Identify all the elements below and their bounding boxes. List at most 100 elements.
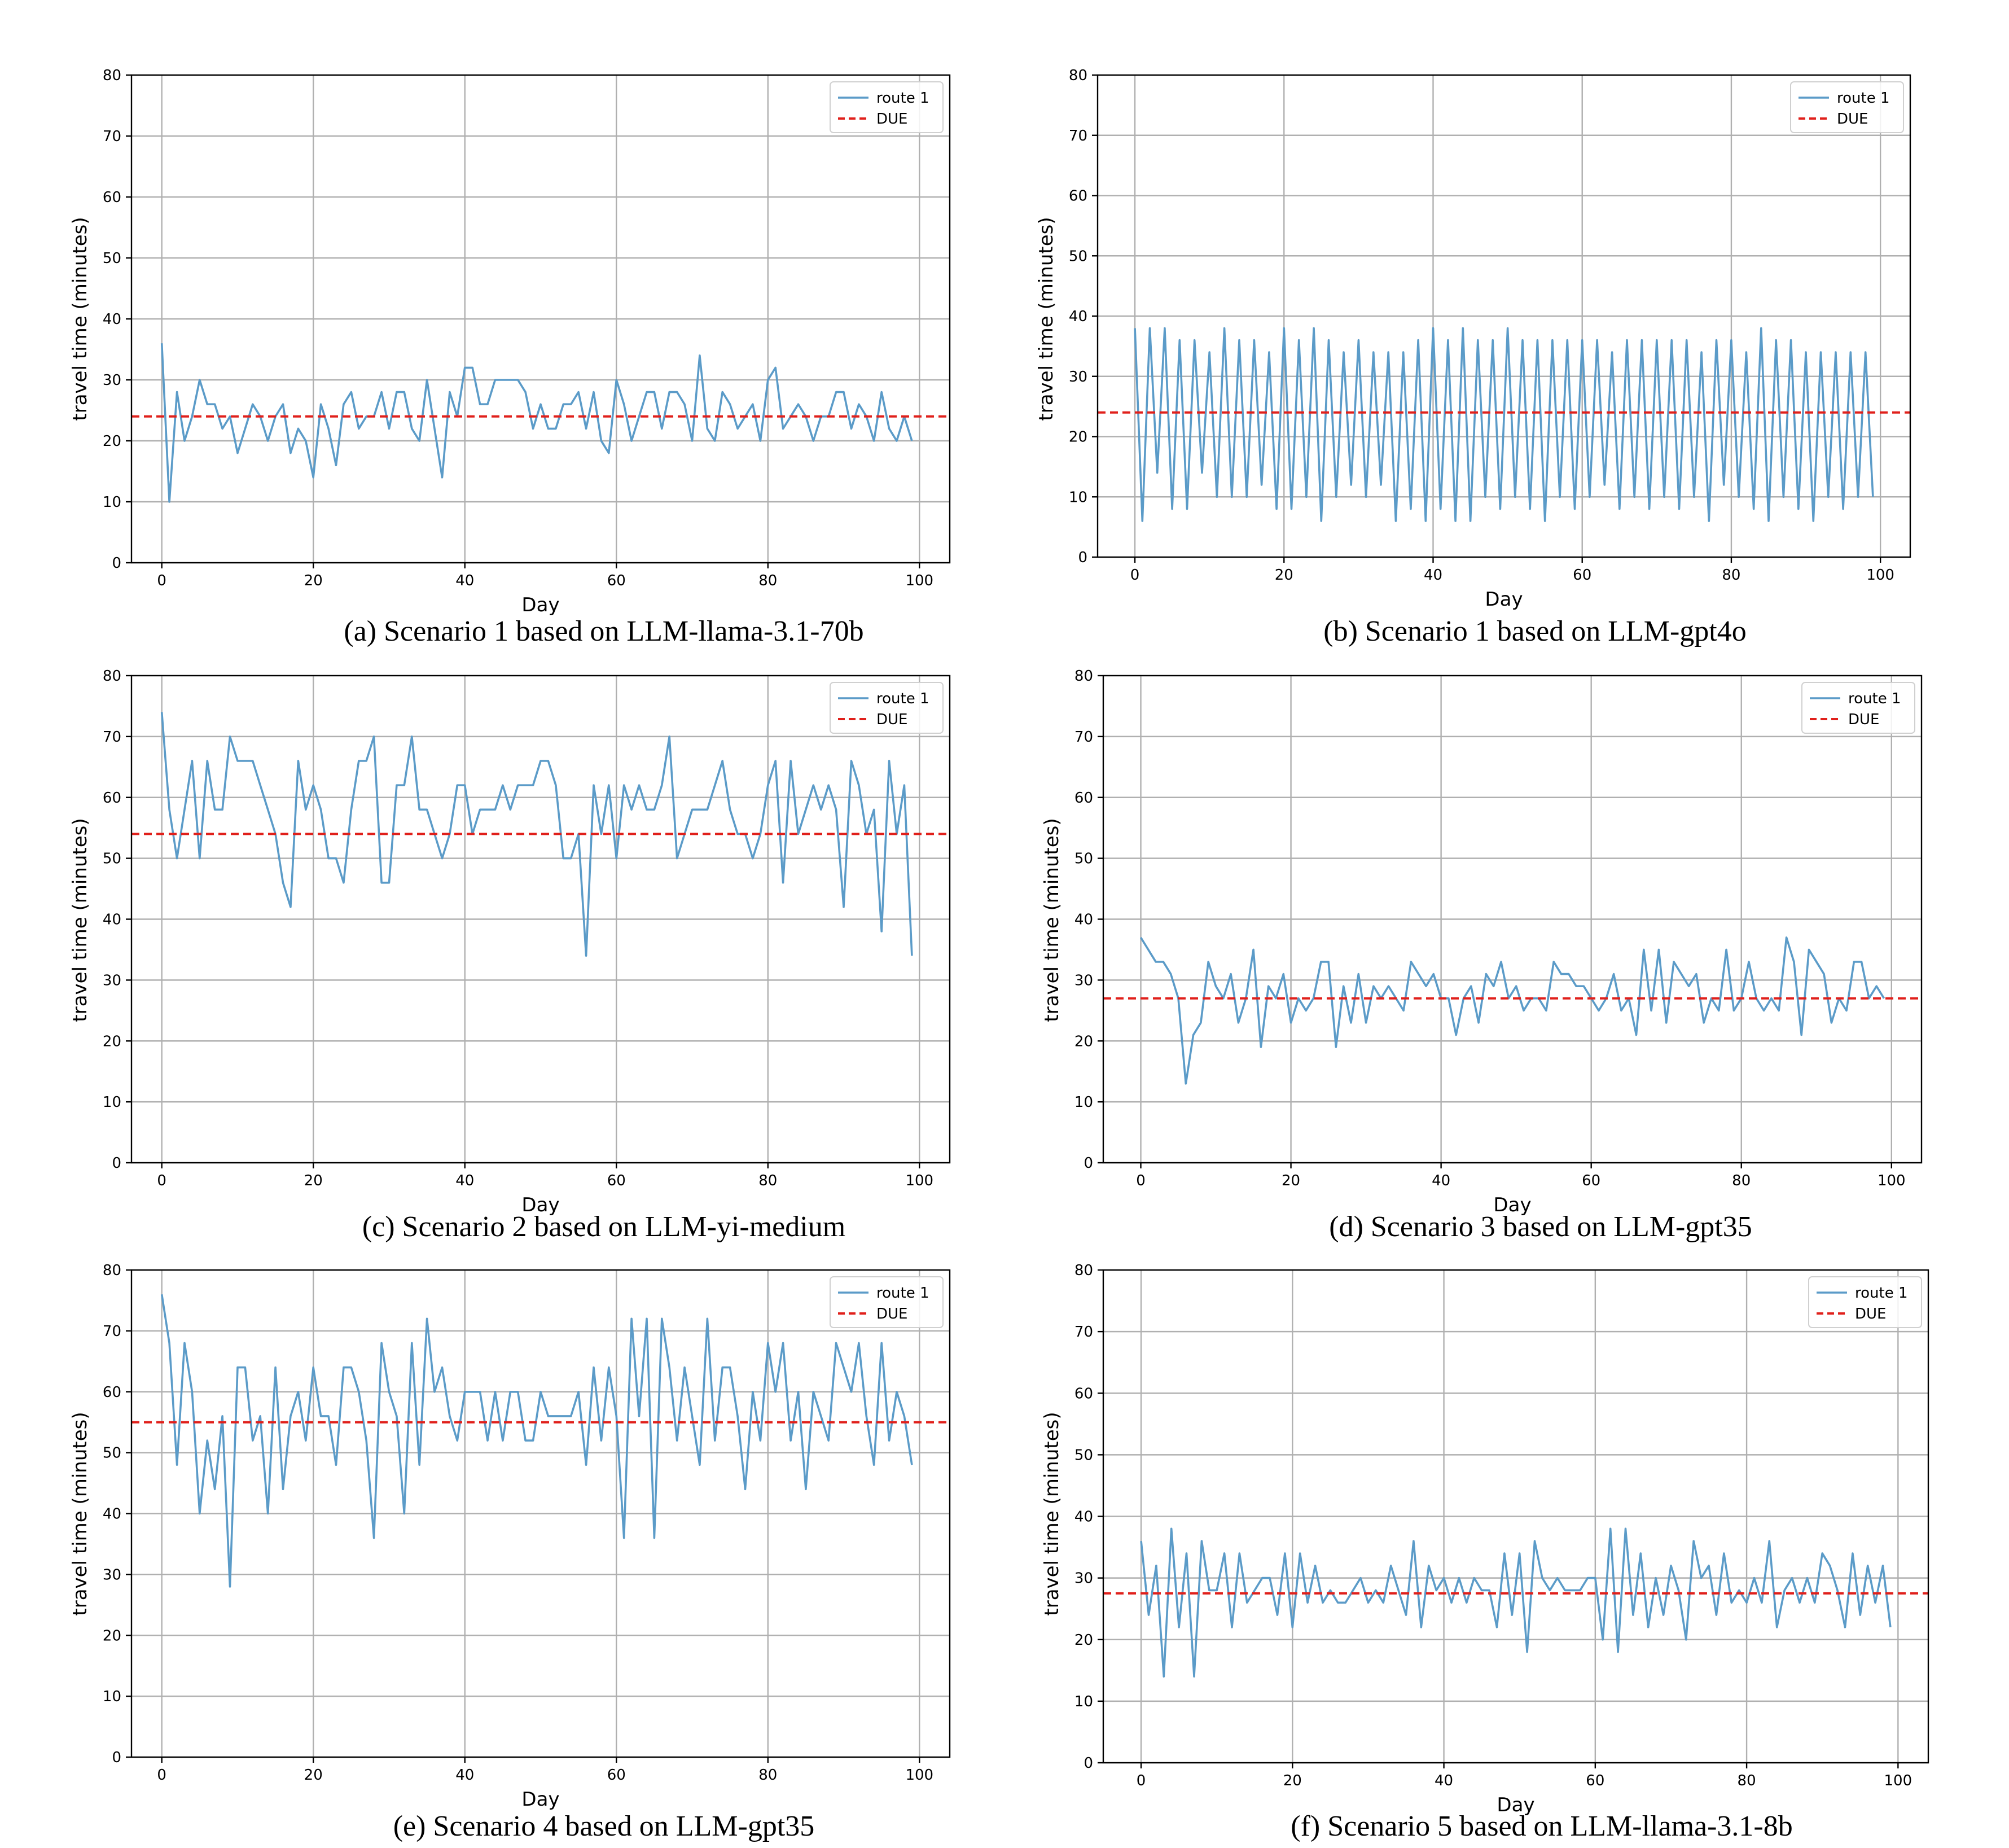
chart-caption: (a) Scenario 1 based on LLM-llama-3.1-70… <box>344 615 863 647</box>
y-tick-label: 40 <box>1074 1509 1093 1526</box>
y-tick-label: 70 <box>1069 128 1087 144</box>
legend-box <box>1801 682 1915 734</box>
y-tick-label: 10 <box>103 1688 121 1705</box>
legend: route 1 DUE <box>830 682 944 734</box>
x-tick-label: 0 <box>157 1172 166 1189</box>
y-tick-label: 60 <box>103 1384 121 1401</box>
legend-label-route-1: route 1 <box>1855 1285 1908 1302</box>
y-tick-label: 30 <box>1074 972 1093 989</box>
x-tick-label: 100 <box>1866 567 1894 584</box>
legend-label-due: DUE <box>876 711 907 728</box>
x-tick-label: 80 <box>758 1172 777 1189</box>
y-axis-label: travel time (minutes) <box>69 217 91 421</box>
y-tick-label: 0 <box>1078 549 1087 566</box>
x-axis-label: Day <box>1497 1794 1534 1816</box>
x-tick-label: 0 <box>1130 567 1140 584</box>
legend-label-route-1: route 1 <box>876 90 929 107</box>
y-tick-label: 0 <box>1084 1755 1093 1772</box>
y-tick-label: 80 <box>1074 1262 1093 1279</box>
y-tick-label: 30 <box>103 372 121 389</box>
legend-box <box>830 81 944 133</box>
legend: route 1 DUE <box>1790 81 1904 133</box>
y-tick-label: 70 <box>103 128 121 145</box>
y-tick-label: 50 <box>103 851 121 868</box>
x-tick-label: 100 <box>905 1172 933 1189</box>
x-tick-label: 80 <box>1732 1172 1751 1189</box>
y-tick-label: 20 <box>103 1627 121 1644</box>
y-tick-label: 30 <box>1069 369 1087 386</box>
y-tick-label: 40 <box>1069 308 1087 325</box>
legend-label-due: DUE <box>1855 1306 1886 1322</box>
x-tick-label: 100 <box>905 572 933 589</box>
y-tick-label: 0 <box>112 1749 121 1766</box>
x-axis-label: Day <box>521 1194 559 1216</box>
y-axis-label: travel time (minutes) <box>69 818 91 1022</box>
series-route-1-line <box>1140 1527 1892 1678</box>
y-axis-label: travel time (minutes) <box>1041 1412 1063 1615</box>
series-route-1-line <box>1134 327 1874 522</box>
y-tick-label: 20 <box>103 1033 121 1050</box>
chart-panel-5: 0 20 40 60 80 100 0 10 20 30 40 50 60 70 80 Day travel t… <box>69 1262 951 1842</box>
y-tick-label: 60 <box>103 790 121 807</box>
legend-label-due: DUE <box>1837 111 1868 128</box>
y-tick-label: 30 <box>1074 1570 1093 1587</box>
x-tick-label: 40 <box>1424 567 1442 584</box>
y-tick-label: 80 <box>1069 67 1087 84</box>
x-tick-label: 0 <box>1137 1772 1146 1789</box>
legend-box <box>1808 1276 1922 1328</box>
legend: route 1 DUE <box>1808 1276 1922 1328</box>
chart-panel-3: 0 20 40 60 80 100 0 10 20 30 40 50 60 70 80 Day travel t… <box>69 668 951 1243</box>
x-tick-label: 20 <box>1275 567 1293 584</box>
y-tick-label: 60 <box>1074 1385 1093 1402</box>
y-tick-label: 70 <box>1074 729 1093 746</box>
x-tick-label: 20 <box>1282 1172 1300 1189</box>
x-tick-label: 100 <box>1878 1172 1906 1189</box>
y-tick-label: 0 <box>112 1155 121 1172</box>
y-tick-label: 30 <box>103 1566 121 1583</box>
legend-box <box>830 1276 944 1328</box>
y-tick-label: 80 <box>1074 668 1093 685</box>
y-tick-label: 60 <box>103 189 121 206</box>
x-tick-label: 80 <box>758 1767 777 1784</box>
y-tick-label: 20 <box>103 433 121 450</box>
y-tick-label: 20 <box>1069 429 1087 446</box>
y-tick-label: 10 <box>1069 489 1087 506</box>
legend-label-due: DUE <box>876 111 907 128</box>
y-tick-label: 10 <box>1074 1094 1093 1111</box>
x-tick-label: 0 <box>157 1767 166 1784</box>
y-tick-label: 30 <box>103 972 121 989</box>
chart-caption: (e) Scenario 4 based on LLM-gpt35 <box>393 1810 815 1842</box>
x-tick-label: 20 <box>304 1172 323 1189</box>
y-tick-label: 50 <box>1074 1447 1093 1464</box>
legend-box <box>1790 81 1904 133</box>
y-tick-label: 0 <box>1084 1155 1093 1172</box>
x-tick-label: 20 <box>304 572 323 589</box>
x-axis-label: Day <box>521 1788 559 1811</box>
series-route-1-line <box>160 343 913 503</box>
x-tick-label: 40 <box>455 1767 474 1784</box>
x-axis-label: Day <box>521 594 559 616</box>
x-tick-label: 40 <box>455 1172 474 1189</box>
x-tick-label: 60 <box>607 1767 626 1784</box>
chart-panel-2: 0 20 40 60 80 100 0 10 20 30 40 50 60 70 80 Day travel t… <box>1035 67 1911 647</box>
legend-label-route-1: route 1 <box>876 690 929 707</box>
series-route-1-line <box>1139 936 1885 1085</box>
legend: route 1 DUE <box>830 1276 944 1328</box>
x-tick-label: 80 <box>758 572 777 589</box>
x-tick-label: 80 <box>1738 1772 1756 1789</box>
x-tick-label: 40 <box>1432 1172 1450 1189</box>
y-axis-label: travel time (minutes) <box>1041 818 1063 1022</box>
y-tick-label: 40 <box>103 311 121 328</box>
legend-label-due: DUE <box>876 1306 907 1322</box>
x-tick-label: 60 <box>1573 567 1591 584</box>
chart-caption: (b) Scenario 1 based on LLM-gpt4o <box>1323 615 1746 647</box>
y-tick-label: 50 <box>1074 851 1093 868</box>
legend: route 1 DUE <box>1801 682 1915 734</box>
y-tick-label: 0 <box>112 555 121 572</box>
x-tick-label: 0 <box>1136 1172 1146 1189</box>
y-tick-label: 10 <box>103 1094 121 1111</box>
y-tick-label: 80 <box>103 1262 121 1279</box>
x-tick-label: 40 <box>455 572 474 589</box>
y-tick-label: 60 <box>1069 188 1087 205</box>
